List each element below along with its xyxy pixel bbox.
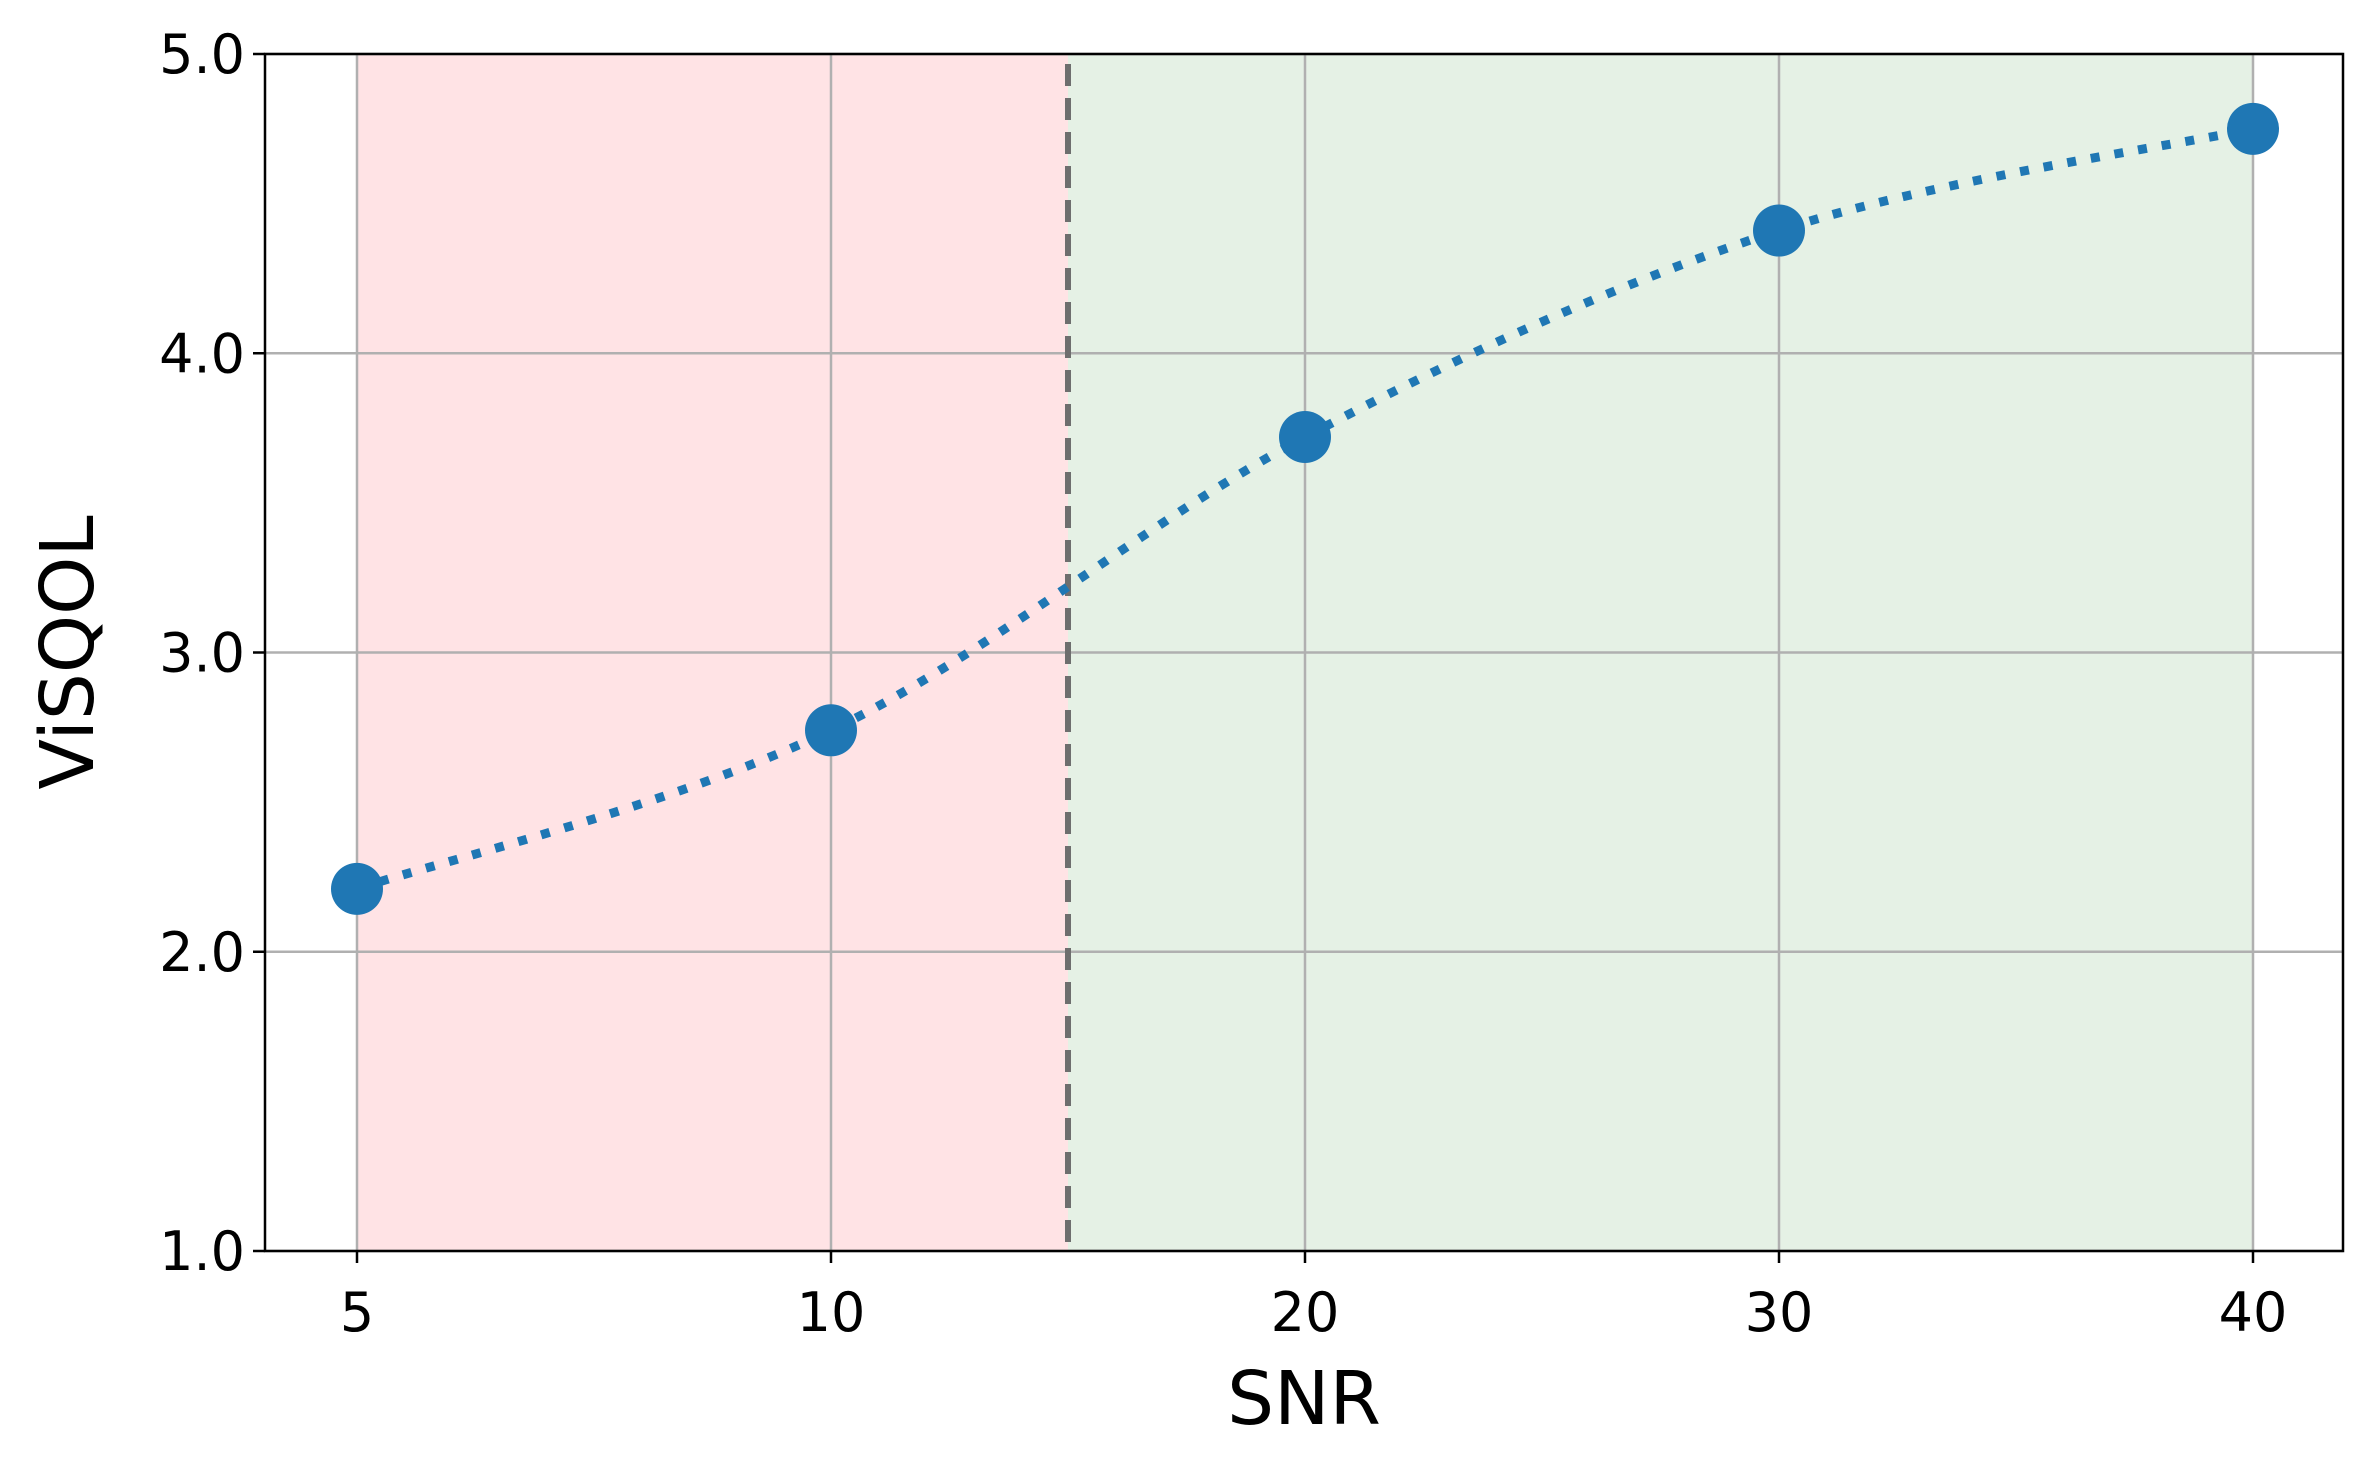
x-tick-label-2: 20	[1271, 1281, 1340, 1344]
x-tick-label-0: 5	[340, 1281, 374, 1344]
x-axis-title: SNR	[1227, 1356, 1381, 1442]
y-tick-label-1: 2.0	[159, 921, 245, 984]
data-point-2	[1279, 411, 1331, 464]
y-tick-label-4: 5.0	[159, 23, 245, 86]
x-tick-label-3: 30	[1745, 1281, 1814, 1344]
y-axis-title: ViSQOL	[25, 515, 111, 789]
y-tick-label-3: 4.0	[159, 322, 245, 385]
data-point-0	[331, 862, 383, 915]
x-tick-label-1: 10	[797, 1281, 866, 1344]
data-point-1	[805, 704, 857, 757]
axis-ticks: 5 10 20 30 40 1.0 2.0 3.0 4.0 5.0	[159, 23, 2287, 1344]
x-tick-label-4: 40	[2219, 1281, 2288, 1344]
series-group	[331, 102, 2279, 915]
data-point-3	[1753, 204, 1805, 257]
y-tick-label-2: 3.0	[159, 622, 245, 685]
data-point-4	[2227, 102, 2279, 155]
y-tick-label-0: 1.0	[159, 1220, 245, 1283]
